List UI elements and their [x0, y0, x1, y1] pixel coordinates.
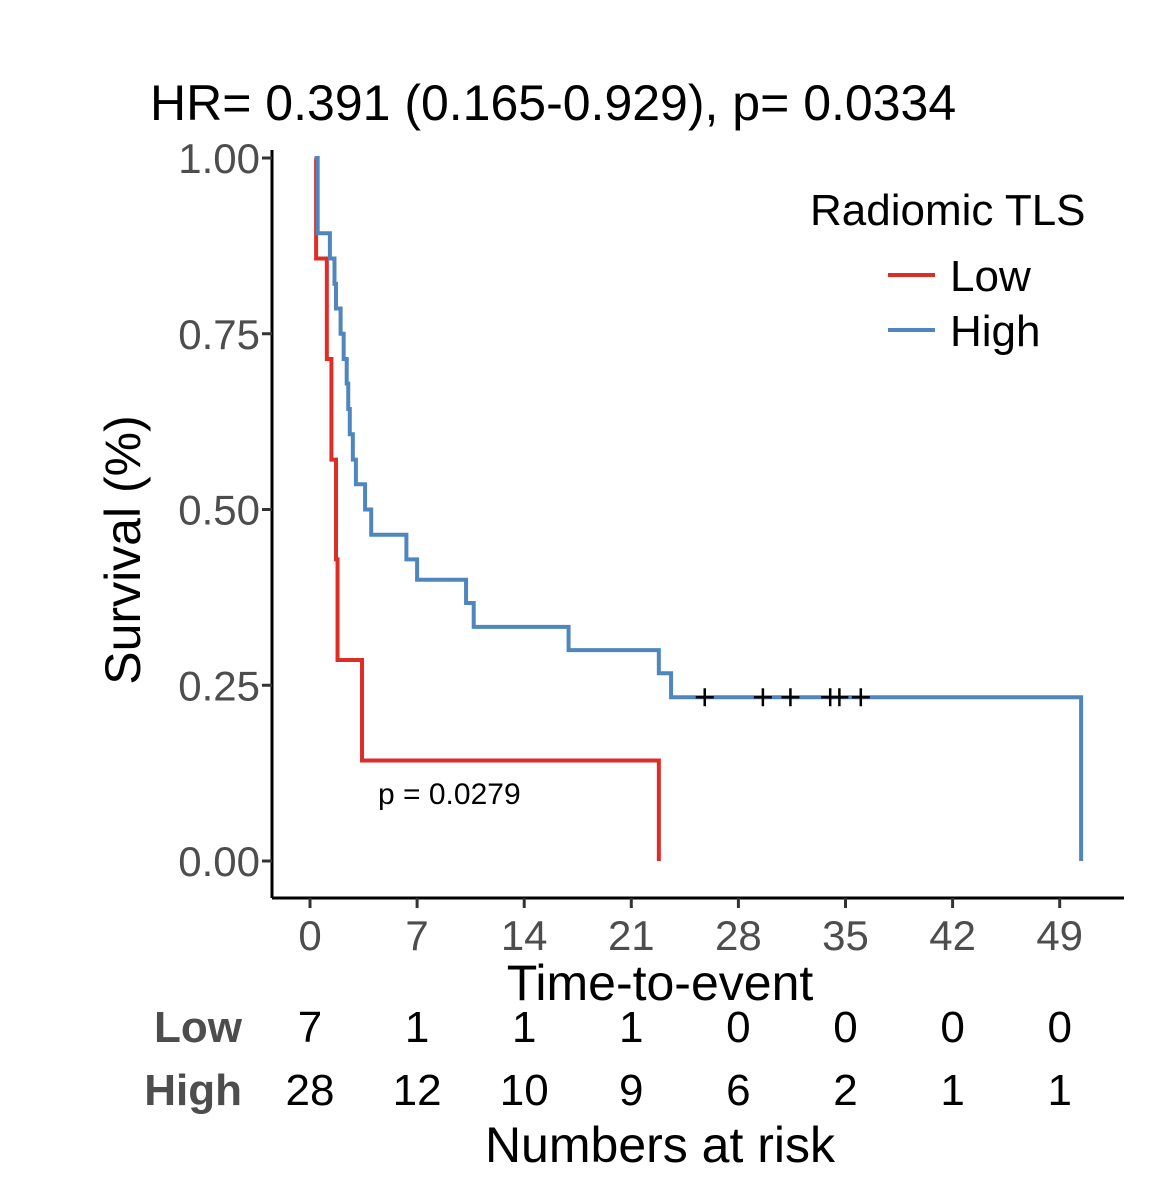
- legend-label-high: High: [950, 307, 1041, 356]
- x-tick-label: 28: [715, 912, 762, 959]
- y-axis: 0.00 0.25 0.50 0.75 1.00: [178, 135, 274, 898]
- x-tick-label: 49: [1036, 912, 1083, 959]
- x-tick-label: 35: [822, 912, 869, 959]
- risk-count: 1: [512, 1003, 536, 1052]
- y-tick-label: 0.75: [178, 311, 260, 358]
- risk-count: 9: [619, 1066, 643, 1115]
- x-tick-label: 21: [608, 912, 655, 959]
- legend: Radiomic TLS Low High: [810, 186, 1086, 356]
- y-tick-label: 0.25: [178, 662, 260, 709]
- risk-count: 0: [940, 1003, 964, 1052]
- censor-mark: [851, 688, 870, 707]
- survival-curve-high: [314, 156, 1084, 861]
- survival-curves: [314, 156, 1084, 861]
- risk-count: 0: [1047, 1003, 1071, 1052]
- risk-row-label: High: [144, 1066, 242, 1115]
- x-tick-label: 42: [929, 912, 976, 959]
- risk-count: 12: [393, 1066, 442, 1115]
- risk-table-title: Numbers at risk: [485, 1117, 836, 1173]
- censor-mark: [781, 688, 800, 707]
- p-value-annotation: p = 0.0279: [378, 778, 521, 811]
- risk-count: 0: [833, 1003, 857, 1052]
- risk-count: 2: [833, 1066, 857, 1115]
- risk-count: 28: [286, 1066, 335, 1115]
- risk-count: 7: [298, 1003, 322, 1052]
- y-tick-label: 0.00: [178, 838, 260, 885]
- risk-count: 1: [1047, 1066, 1071, 1115]
- legend-title: Radiomic TLS: [810, 186, 1086, 235]
- x-tick-label: 0: [298, 912, 321, 959]
- y-axis-title: Survival (%): [95, 415, 151, 684]
- risk-count: 6: [726, 1066, 750, 1115]
- legend-label-low: Low: [950, 252, 1031, 301]
- x-axis-title: Time-to-event: [507, 955, 814, 1011]
- risk-count: 1: [940, 1066, 964, 1115]
- risk-count: 10: [500, 1066, 549, 1115]
- risk-count: 0: [726, 1003, 750, 1052]
- x-axis: 0 7 14 21 28 35 42 49: [272, 896, 1124, 959]
- censor-mark: [695, 688, 714, 707]
- censor-mark: [753, 688, 772, 707]
- risk-count: 1: [619, 1003, 643, 1052]
- risk-row-label: Low: [154, 1003, 243, 1052]
- survival-curve-low: [314, 156, 661, 861]
- y-tick-label: 0.50: [178, 487, 260, 534]
- risk-count: 1: [405, 1003, 429, 1052]
- x-tick-label: 14: [501, 912, 548, 959]
- x-tick-label: 7: [405, 912, 428, 959]
- censor-mark: [830, 688, 849, 707]
- y-tick-label: 1.00: [178, 135, 260, 182]
- chart-title: HR= 0.391 (0.165-0.929), p= 0.0334: [150, 75, 956, 131]
